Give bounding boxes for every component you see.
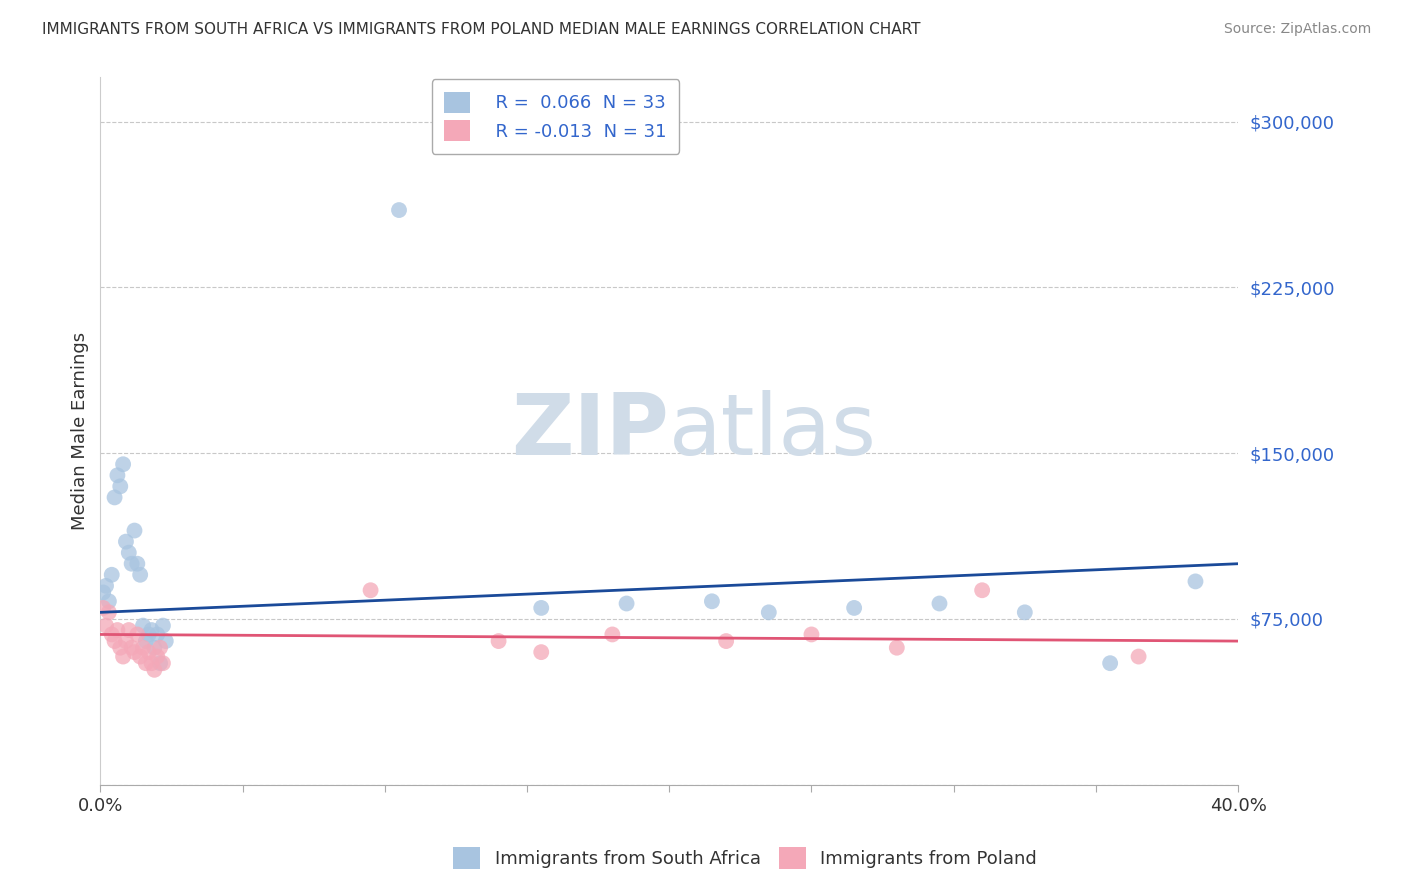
Point bbox=[115, 634, 138, 648]
Point bbox=[127, 627, 149, 641]
Point bbox=[143, 640, 166, 655]
Point bbox=[100, 567, 122, 582]
Point bbox=[842, 601, 865, 615]
Point bbox=[124, 645, 146, 659]
Point bbox=[94, 579, 117, 593]
Point bbox=[146, 627, 169, 641]
Point bbox=[1184, 574, 1206, 589]
Point bbox=[107, 623, 129, 637]
Point bbox=[103, 634, 125, 648]
Legend:   R =  0.066  N = 33,   R = -0.013  N = 31: R = 0.066 N = 33, R = -0.013 N = 31 bbox=[432, 79, 679, 153]
Point bbox=[972, 583, 994, 598]
Point bbox=[115, 534, 138, 549]
Point bbox=[118, 623, 141, 637]
Point bbox=[135, 634, 157, 648]
Point bbox=[118, 546, 141, 560]
Point bbox=[488, 634, 510, 648]
Point bbox=[155, 634, 177, 648]
Point bbox=[141, 656, 163, 670]
Point bbox=[602, 627, 624, 641]
Point bbox=[129, 649, 152, 664]
Point bbox=[149, 656, 172, 670]
Point bbox=[800, 627, 823, 641]
Point bbox=[616, 597, 638, 611]
Point bbox=[1014, 605, 1036, 619]
Point bbox=[758, 605, 780, 619]
Point bbox=[112, 457, 135, 471]
Point bbox=[530, 645, 553, 659]
Point bbox=[146, 649, 169, 664]
Point bbox=[121, 557, 143, 571]
Point bbox=[124, 524, 146, 538]
Point bbox=[97, 605, 120, 619]
Point bbox=[97, 594, 120, 608]
Point bbox=[149, 640, 172, 655]
Point bbox=[152, 656, 174, 670]
Point bbox=[94, 618, 117, 632]
Point bbox=[132, 618, 155, 632]
Point bbox=[135, 656, 157, 670]
Point bbox=[138, 627, 160, 641]
Point bbox=[127, 557, 149, 571]
Point bbox=[886, 640, 908, 655]
Text: IMMIGRANTS FROM SOUTH AFRICA VS IMMIGRANTS FROM POLAND MEDIAN MALE EARNINGS CORR: IMMIGRANTS FROM SOUTH AFRICA VS IMMIGRAN… bbox=[42, 22, 921, 37]
Point bbox=[132, 640, 155, 655]
Point bbox=[121, 640, 143, 655]
Point bbox=[141, 623, 163, 637]
Point bbox=[110, 479, 132, 493]
Point bbox=[388, 202, 411, 217]
Point bbox=[530, 601, 553, 615]
Point bbox=[1128, 649, 1150, 664]
Point bbox=[91, 601, 114, 615]
Point bbox=[112, 649, 135, 664]
Point bbox=[1099, 656, 1122, 670]
Legend: Immigrants from South Africa, Immigrants from Poland: Immigrants from South Africa, Immigrants… bbox=[444, 838, 1046, 879]
Point bbox=[103, 491, 125, 505]
Point bbox=[91, 585, 114, 599]
Point bbox=[360, 583, 382, 598]
Point bbox=[100, 627, 122, 641]
Point bbox=[152, 618, 174, 632]
Point bbox=[107, 468, 129, 483]
Text: atlas: atlas bbox=[669, 390, 877, 473]
Point bbox=[138, 645, 160, 659]
Point bbox=[700, 594, 723, 608]
Point bbox=[928, 597, 950, 611]
Point bbox=[129, 567, 152, 582]
Point bbox=[714, 634, 737, 648]
Point bbox=[143, 663, 166, 677]
Point bbox=[110, 640, 132, 655]
Text: Source: ZipAtlas.com: Source: ZipAtlas.com bbox=[1223, 22, 1371, 37]
Y-axis label: Median Male Earnings: Median Male Earnings bbox=[72, 332, 89, 530]
Text: ZIP: ZIP bbox=[512, 390, 669, 473]
